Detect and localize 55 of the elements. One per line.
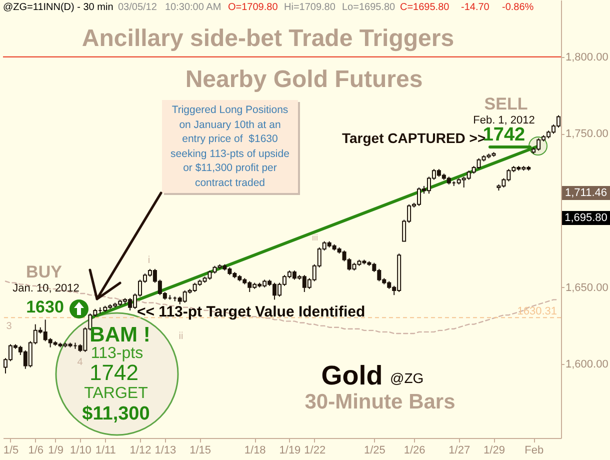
annotation: 1742 <box>90 360 138 385</box>
text: 1,711.46 <box>562 186 610 200</box>
y-tick-label: 1,650.00 <box>566 282 608 294</box>
text: Ancillary side-bet Trade Triggers <box>82 25 454 52</box>
x-tick-label: 1/26 <box>404 444 426 456</box>
annotation: Gold <box>321 360 383 390</box>
annotation: 1630 <box>26 298 64 316</box>
annotation: Lo=1695.80 <box>342 2 396 13</box>
annotation: Triggered Long Positions on January 10th at an entry price of $1630 seeking 113-pts of upside or $11,300 profit per contract traded <box>162 100 298 193</box>
annotation: Jan. 10, 2012 <box>12 282 80 294</box>
annotation: -0.86% <box>502 2 534 13</box>
x-tick-label: 1/5 <box>3 444 19 456</box>
annotation: << 113-pt Target Value Identified <box>137 304 366 320</box>
annotation: 113-pts <box>90 345 144 362</box>
annotation: SELL <box>484 94 528 114</box>
annotation: 4 <box>77 357 83 368</box>
annotation: ii <box>178 331 184 342</box>
x-tick-label: 1/12 <box>130 444 152 456</box>
x-tick-label: 1/19 <box>279 444 301 456</box>
y-tick-label: 1,750.00 <box>566 128 608 140</box>
x-tick-label: 1/10 <box>70 444 92 456</box>
y-tick-label: 1,800.00 <box>566 51 608 64</box>
annotation: 30-Minute Bars <box>304 390 456 414</box>
x-tick-label: 1/25 <box>364 444 386 456</box>
x-tick-label: 1/29 <box>484 444 505 456</box>
x-tick-label: 1/13 <box>154 444 176 456</box>
annotation: 10:30:00 AM <box>165 2 222 13</box>
annotation: Hi=1709.80 <box>284 2 336 13</box>
text: Nearby Gold Futures <box>185 66 423 93</box>
x-tick-label: 1/22 <box>304 444 326 456</box>
annotation: 03/05/12 <box>118 2 157 13</box>
x-tick-label: 1/18 <box>244 444 266 456</box>
x-tick-label: 1/9 <box>48 444 64 456</box>
annotation: 1742 <box>482 124 526 146</box>
annotation: 3 <box>6 321 12 332</box>
x-tick-label: 1/6 <box>28 444 44 456</box>
annotation: BUY <box>26 262 62 282</box>
y-tick-label: 1,600.00 <box>566 358 608 371</box>
annotation: -14.70 <box>461 2 490 13</box>
ref-line-label: 1630.31 <box>517 306 557 318</box>
x-tick-label: 1/27 <box>448 444 470 456</box>
x-tick-label: Feb <box>524 444 544 456</box>
annotation: TARGET <box>84 385 148 402</box>
annotation: i <box>148 255 150 266</box>
x-tick-label: 1/11 <box>95 444 116 456</box>
annotation: @ZG=11INN(D) - 30 min <box>3 2 114 13</box>
annotation: C=1695.80 <box>400 2 450 13</box>
annotation: iii <box>312 232 318 242</box>
annotation: @ZG <box>390 370 424 386</box>
annotation: BAM ! <box>90 324 150 346</box>
annotation: O=1709.80 <box>228 2 278 13</box>
annotation: Feb. 1, 2012 <box>473 114 535 126</box>
text: 1,695.80 <box>562 211 610 225</box>
annotation: $11,300 <box>82 404 150 424</box>
x-tick-label: 1/15 <box>190 444 212 456</box>
